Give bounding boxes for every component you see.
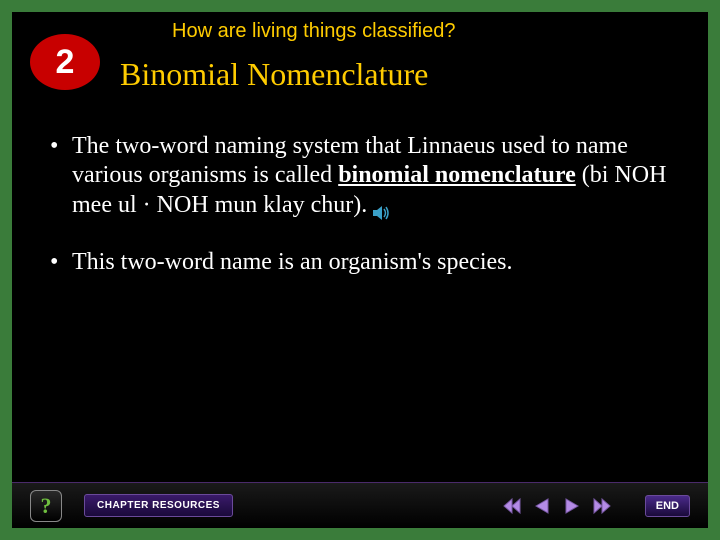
nav-next-button[interactable] <box>559 494 585 518</box>
section-number-badge: 2 <box>30 34 100 90</box>
nav-first-button[interactable] <box>499 494 525 518</box>
bullet-2: • This two-word name is an organism's sp… <box>50 248 670 277</box>
nav-group <box>499 494 615 518</box>
slide-heading: Binomial Nomenclature <box>120 56 428 93</box>
nav-last-button[interactable] <box>589 494 615 518</box>
topic-question: How are living things classified? <box>172 20 455 43</box>
body-content: • The two-word naming system that Linnae… <box>50 132 670 305</box>
slide-frame: How are living things classified? 2 Bino… <box>0 0 720 540</box>
help-button[interactable]: ? <box>30 490 62 522</box>
bullet-1-key: binomial nomenclature <box>338 162 576 188</box>
slide-body: How are living things classified? 2 Bino… <box>12 12 708 528</box>
nav-prev-button[interactable] <box>529 494 555 518</box>
help-icon: ? <box>41 493 52 519</box>
end-button[interactable]: END <box>645 495 690 517</box>
bullet-dot: • <box>50 248 72 277</box>
bullet-2-text: This two-word name is an organism's spec… <box>72 248 512 277</box>
footer-bar: ? CHAPTER RESOURCES <box>12 482 708 528</box>
speaker-icon[interactable] <box>373 199 391 213</box>
bullet-2-pre: This two-word name is an organism's spec… <box>72 249 512 275</box>
bullet-1-text: The two-word naming system that Linnaeus… <box>72 132 670 220</box>
bullet-dot: • <box>50 132 72 220</box>
bullet-1: • The two-word naming system that Linnae… <box>50 132 670 220</box>
chapter-resources-button[interactable]: CHAPTER RESOURCES <box>84 494 233 517</box>
